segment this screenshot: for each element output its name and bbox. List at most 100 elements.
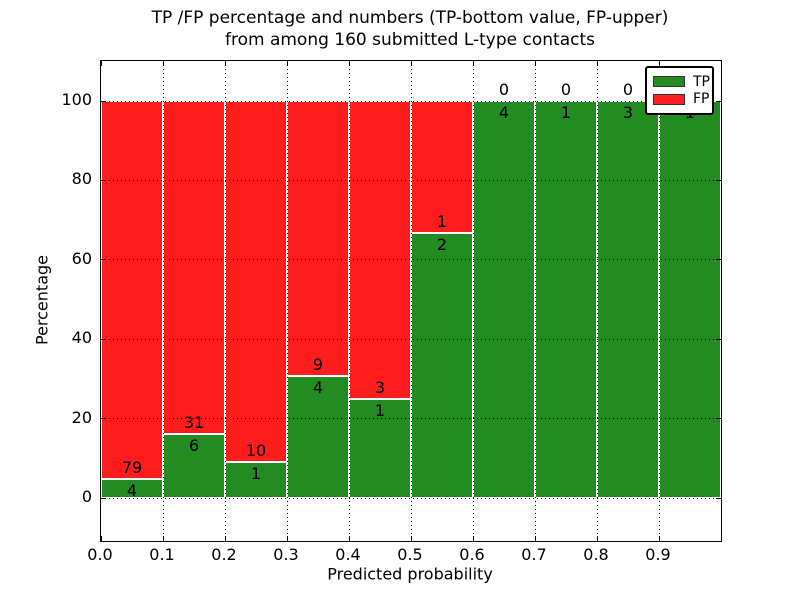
- horizontal-gridline: [101, 179, 721, 181]
- tp-bar-segment: [163, 433, 225, 498]
- x-tickmark: [100, 61, 102, 66]
- y-tickmark: [101, 497, 106, 499]
- y-tickmark: [716, 338, 721, 340]
- x-axis-label: Predicted probability: [327, 564, 493, 584]
- x-tickmark: [472, 536, 474, 541]
- y-tickmark: [101, 179, 106, 181]
- vertical-gridline: [534, 61, 536, 541]
- tp-bar-segment: [597, 101, 659, 498]
- x-tickmark: [410, 61, 412, 66]
- y-tick-label: 40: [71, 328, 92, 348]
- y-tickmark: [716, 179, 721, 181]
- fp-count-label: 79: [121, 457, 143, 477]
- x-tickmark: [472, 61, 474, 66]
- x-tick-label: 0.5: [397, 545, 423, 564]
- y-tickmark: [101, 259, 106, 261]
- x-tick-label: 0.0: [87, 545, 113, 564]
- x-tickmark: [596, 536, 598, 541]
- vertical-gridline: [348, 61, 350, 541]
- y-tickmark: [716, 418, 721, 420]
- x-tickmark: [348, 536, 350, 541]
- vertical-gridline: [286, 61, 288, 541]
- legend-item-tp: TP: [653, 75, 710, 89]
- horizontal-gridline: [101, 100, 721, 102]
- horizontal-gridline: [101, 418, 721, 420]
- horizontal-gridline: [101, 259, 721, 261]
- fp-count-label: 31: [183, 412, 205, 432]
- fp-bar-segment: [287, 101, 349, 376]
- x-tick-label: 0.1: [149, 545, 175, 564]
- chart-title: TP /FP percentage and numbers (TP-bottom…: [100, 7, 720, 51]
- tp-bar-segment: [473, 101, 535, 498]
- vertical-gridline: [658, 61, 660, 541]
- fp-swatch-icon: [653, 93, 685, 105]
- vertical-gridline: [410, 61, 412, 541]
- x-tickmark: [286, 536, 288, 541]
- x-tickmark: [534, 61, 536, 66]
- legend-label-fp: FP: [693, 91, 710, 108]
- fp-count-label: 10: [245, 440, 267, 460]
- x-tick-label: 0.8: [583, 545, 609, 564]
- y-tick-label: 20: [71, 407, 92, 427]
- tp-count-label: 1: [560, 103, 572, 122]
- tp-bar-segment: [659, 101, 721, 498]
- horizontal-gridline: [101, 497, 721, 499]
- tp-count-label: 4: [126, 480, 138, 500]
- vertical-gridline: [224, 61, 226, 541]
- tp-bar-segment: [349, 398, 411, 498]
- fp-bar-segment: [101, 101, 163, 479]
- fp-bar-segment: [225, 101, 287, 462]
- legend-label-tp: TP: [693, 73, 710, 90]
- y-tick-label: 60: [71, 248, 92, 268]
- x-tickmark: [658, 61, 660, 66]
- y-tickmark: [101, 418, 106, 420]
- fp-bar-segment: [163, 101, 225, 434]
- chart-title-line2: from among 160 submitted L-type contacts: [224, 30, 595, 50]
- tp-count-label: 1: [250, 463, 262, 483]
- y-tickmark: [716, 100, 721, 102]
- tp-bar-segment: [287, 375, 349, 498]
- x-tick-label: 0.2: [211, 545, 237, 564]
- x-tickmark: [162, 61, 164, 66]
- fp-count-label: 1: [436, 212, 448, 232]
- y-tick-label: 100: [61, 90, 92, 109]
- y-tickmark: [716, 259, 721, 261]
- x-tick-label: 0.9: [645, 545, 671, 564]
- plot-area: 79431610194311204010301: [100, 60, 722, 542]
- chart-title-line1: TP /FP percentage and numbers (TP-bottom…: [151, 8, 669, 28]
- fp-count-label: 0: [498, 80, 510, 99]
- y-tickmark: [101, 338, 106, 340]
- y-tick-label: 0: [81, 487, 92, 506]
- tp-bar-segment: [225, 461, 287, 498]
- vertical-gridline: [162, 61, 164, 541]
- tp-bar-segment: [411, 233, 473, 498]
- x-tickmark: [658, 536, 660, 541]
- y-tick-label: 80: [71, 169, 92, 189]
- tp-count-label: 3: [622, 103, 634, 122]
- tp-count-label: 4: [498, 103, 510, 122]
- x-tickmark: [162, 536, 164, 541]
- tp-count-label: 4: [312, 377, 324, 397]
- x-tickmark: [224, 61, 226, 66]
- x-tickmark: [348, 61, 350, 66]
- x-tickmark: [224, 536, 226, 541]
- x-tick-label: 0.4: [335, 545, 361, 564]
- vertical-gridline: [596, 61, 598, 541]
- x-tick-label: 0.7: [521, 545, 547, 564]
- tp-count-label: 2: [436, 235, 448, 255]
- fp-count-label: 3: [374, 377, 386, 397]
- tp-count-label: 6: [188, 435, 200, 455]
- tp-swatch-icon: [653, 76, 685, 88]
- tp-count-label: 1: [374, 400, 386, 420]
- y-tickmark: [101, 100, 106, 102]
- x-tickmark: [534, 536, 536, 541]
- fp-bar-segment: [411, 101, 473, 234]
- legend-item-fp: FP: [653, 92, 710, 106]
- x-tick-label: 0.3: [273, 545, 299, 564]
- y-tickmark: [716, 497, 721, 499]
- fp-bar-segment: [349, 101, 411, 399]
- x-tick-label: 0.6: [459, 545, 485, 564]
- fp-count-label: 9: [312, 354, 324, 374]
- horizontal-gridline: [101, 338, 721, 340]
